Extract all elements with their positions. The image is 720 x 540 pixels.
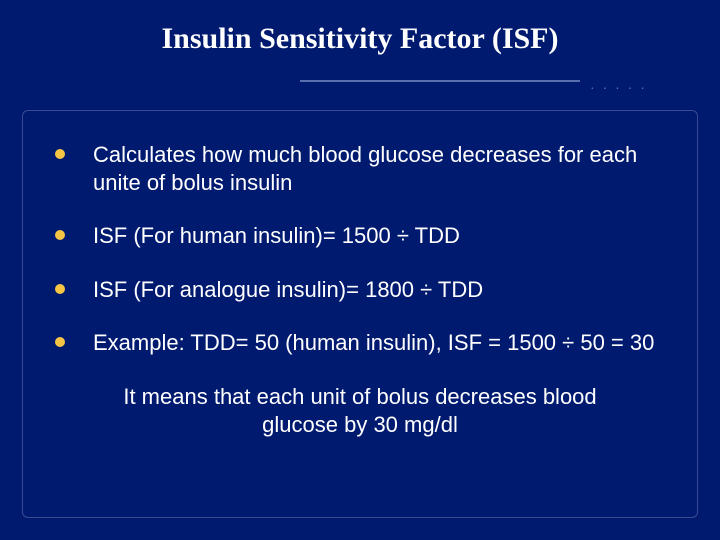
title-dots-icon: · · · · ·	[590, 79, 647, 95]
bullet-row: Calculates how much blood glucose decrea…	[51, 141, 669, 196]
slide: Insulin Sensitivity Factor (ISF) · · · ·…	[0, 0, 720, 540]
bullet-icon	[55, 337, 65, 347]
bullet-text: ISF (For human insulin)= 1500 ÷ TDD	[93, 222, 460, 250]
bullet-icon	[55, 230, 65, 240]
bullet-icon	[55, 149, 65, 159]
bullet-row: ISF (For analogue insulin)= 1800 ÷ TDD	[51, 276, 669, 304]
slide-title: Insulin Sensitivity Factor (ISF)	[0, 22, 720, 56]
bullet-text: Calculates how much blood glucose decrea…	[93, 141, 669, 196]
bullet-text: Example: TDD= 50 (human insulin), ISF = …	[93, 329, 654, 357]
bullet-icon	[55, 284, 65, 294]
content-box: Calculates how much blood glucose decrea…	[22, 110, 698, 518]
bullet-text: ISF (For analogue insulin)= 1800 ÷ TDD	[93, 276, 483, 304]
bullet-row: Example: TDD= 50 (human insulin), ISF = …	[51, 329, 669, 357]
bullet-row: ISF (For human insulin)= 1500 ÷ TDD	[51, 222, 669, 250]
title-underline	[300, 80, 580, 82]
footer-text: It means that each unit of bolus decreas…	[51, 383, 669, 440]
